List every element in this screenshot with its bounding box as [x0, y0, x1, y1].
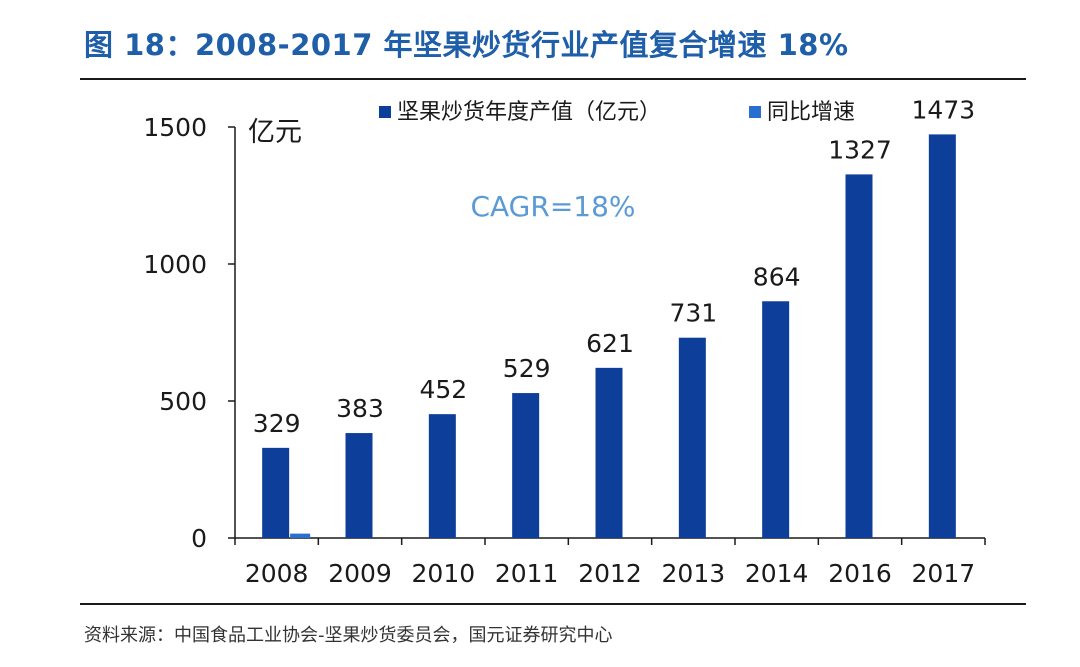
value-label-2014: 864 [753, 262, 801, 291]
x-tick-label: 2010 [412, 559, 476, 588]
value-labels: 329 383 452 529 621 731 864 1327 1473 [253, 95, 975, 437]
bar-output-2009 [345, 433, 373, 538]
legend-swatch-growth [749, 106, 761, 118]
value-label-2011: 529 [503, 354, 551, 383]
x-tick-label: 2011 [495, 559, 559, 588]
bar-output-2008 [262, 447, 290, 538]
value-label-2012: 621 [586, 329, 634, 358]
bar-series [262, 134, 956, 539]
x-tick-label: 2014 [745, 559, 809, 588]
y-axis-unit-label: 亿元 [248, 117, 302, 148]
y-tick-label: 500 [159, 387, 207, 416]
source-note: 资料来源：中国食品工业协会-坚果炒货委员会，国元证券研究中心 [84, 625, 613, 646]
legend-swatch-output [379, 106, 391, 118]
legend: 坚果炒货年度产值（亿元） 同比增速 [379, 100, 855, 125]
x-tick-label: 2017 [912, 559, 976, 588]
value-label-2017: 1473 [912, 95, 976, 124]
x-axis: 2008 2009 2010 2011 2012 2013 2014 2016 2017 [234, 537, 986, 588]
source-divider [80, 603, 1026, 605]
value-label-2010: 452 [419, 375, 467, 404]
bar-output-2013 [678, 337, 706, 538]
value-label-2016: 1327 [828, 135, 892, 164]
x-tick-label: 2016 [828, 559, 892, 588]
y-tick-label: 1000 [143, 250, 207, 279]
y-axis: 0 500 1000 1500 [143, 113, 236, 553]
x-tick-label: 2009 [328, 559, 392, 588]
bar-output-2012 [595, 367, 623, 538]
cagr-annotation: CAGR=18% [470, 190, 635, 223]
bar-output-2017 [928, 134, 956, 538]
value-label-2009: 383 [336, 394, 384, 423]
bar-output-2014 [762, 301, 790, 538]
y-tick-label: 1500 [143, 113, 207, 142]
y-tick-label: 0 [191, 524, 207, 553]
bar-output-2016 [845, 174, 873, 539]
bar-growth-2008 [290, 533, 311, 538]
figure-title: 图 18：2008-2017 年坚果炒货行业产值复合增速 18% [84, 28, 849, 62]
x-tick-label: 2008 [245, 559, 309, 588]
bar-output-2011 [512, 393, 540, 538]
legend-label-output: 坚果炒货年度产值（亿元） [397, 100, 661, 125]
x-tick-label: 2012 [578, 559, 642, 588]
bar-output-2010 [428, 414, 456, 538]
value-label-2013: 731 [669, 299, 717, 328]
value-label-2008: 329 [253, 409, 301, 438]
title-divider [80, 78, 1026, 80]
x-tick-label: 2013 [662, 559, 726, 588]
legend-label-growth: 同比增速 [767, 100, 855, 125]
